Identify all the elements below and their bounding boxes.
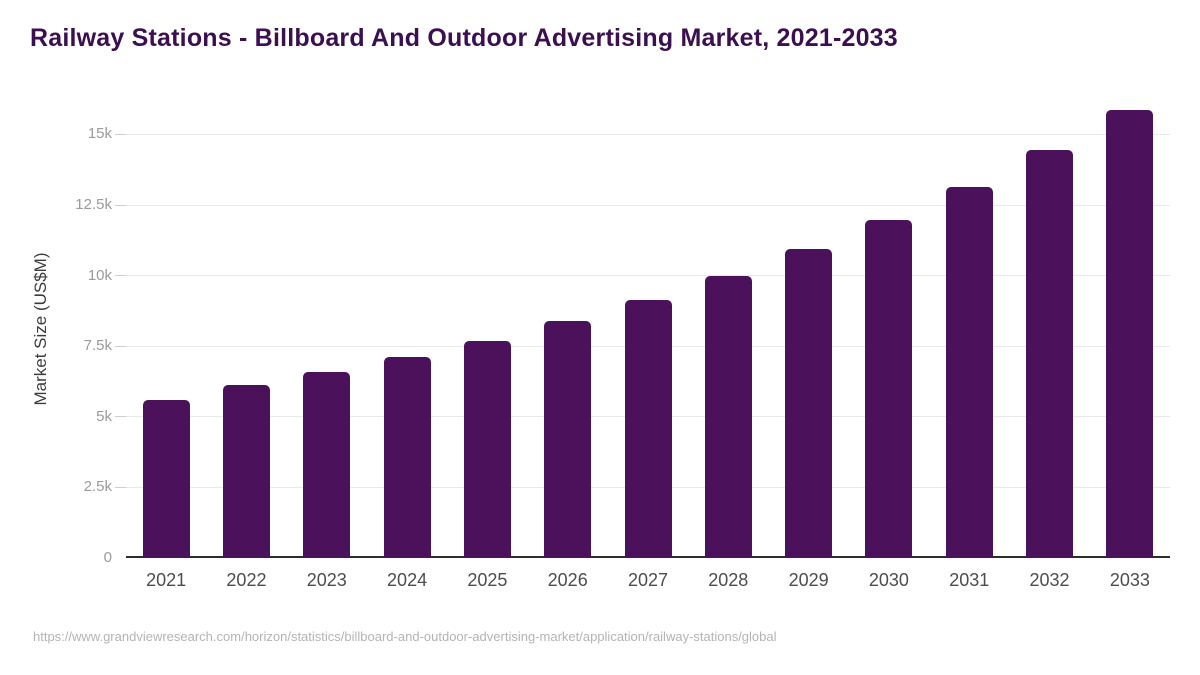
bar-2021[interactable] [142, 399, 190, 558]
bar-2027[interactable] [624, 299, 672, 558]
x-tick-label: 2022 [226, 570, 267, 590]
bar-2025[interactable] [463, 340, 511, 558]
y-tick-label: 10k [87, 266, 112, 284]
x-tick-label: 2028 [708, 570, 749, 590]
gridline [126, 133, 1170, 135]
x-tick-label: 2024 [387, 570, 428, 590]
x-tick-label: 2033 [1109, 570, 1150, 590]
y-tick-mark [115, 416, 126, 418]
bar-2031[interactable] [945, 186, 993, 558]
bar-2028[interactable] [704, 275, 752, 558]
source-url: https://www.grandviewresearch.com/horizo… [33, 629, 777, 644]
chart-title: Railway Stations - Billboard And Outdoor… [30, 24, 898, 52]
bar-2033[interactable] [1106, 109, 1154, 558]
bar-2026[interactable] [544, 321, 592, 558]
bar-2023[interactable] [303, 372, 351, 558]
y-tick-mark [115, 204, 126, 206]
x-tick-label: 2026 [547, 570, 588, 590]
gridline [126, 275, 1170, 277]
bar-2024[interactable] [383, 356, 431, 558]
y-tick-label: 7.5k [83, 337, 112, 355]
y-tick-label: 12.5k [75, 196, 112, 214]
y-tick-label: 15k [87, 125, 112, 143]
bar-2029[interactable] [785, 248, 833, 558]
x-tick-label: 2030 [868, 570, 909, 590]
y-tick-mark [115, 275, 126, 277]
y-tick-label: 5k [96, 407, 112, 425]
bar-2022[interactable] [222, 384, 270, 558]
x-tick-label: 2027 [627, 570, 669, 590]
x-tick-label: 2031 [949, 570, 990, 590]
y-tick-mark [115, 486, 126, 488]
y-tick-label: 2.5k [83, 478, 112, 496]
bar-2030[interactable] [865, 219, 913, 558]
bar-2032[interactable] [1026, 149, 1074, 558]
y-tick-mark [115, 345, 126, 347]
x-tick-label: 2029 [788, 570, 829, 590]
y-tick-mark [115, 133, 126, 135]
x-tick-label: 2032 [1029, 570, 1070, 590]
x-tick-label: 2023 [306, 570, 347, 590]
x-tick-label: 2025 [467, 570, 508, 590]
y-tick-label: 0 [103, 549, 112, 566]
x-tick-label: 2021 [146, 570, 187, 590]
gridline [126, 204, 1170, 206]
